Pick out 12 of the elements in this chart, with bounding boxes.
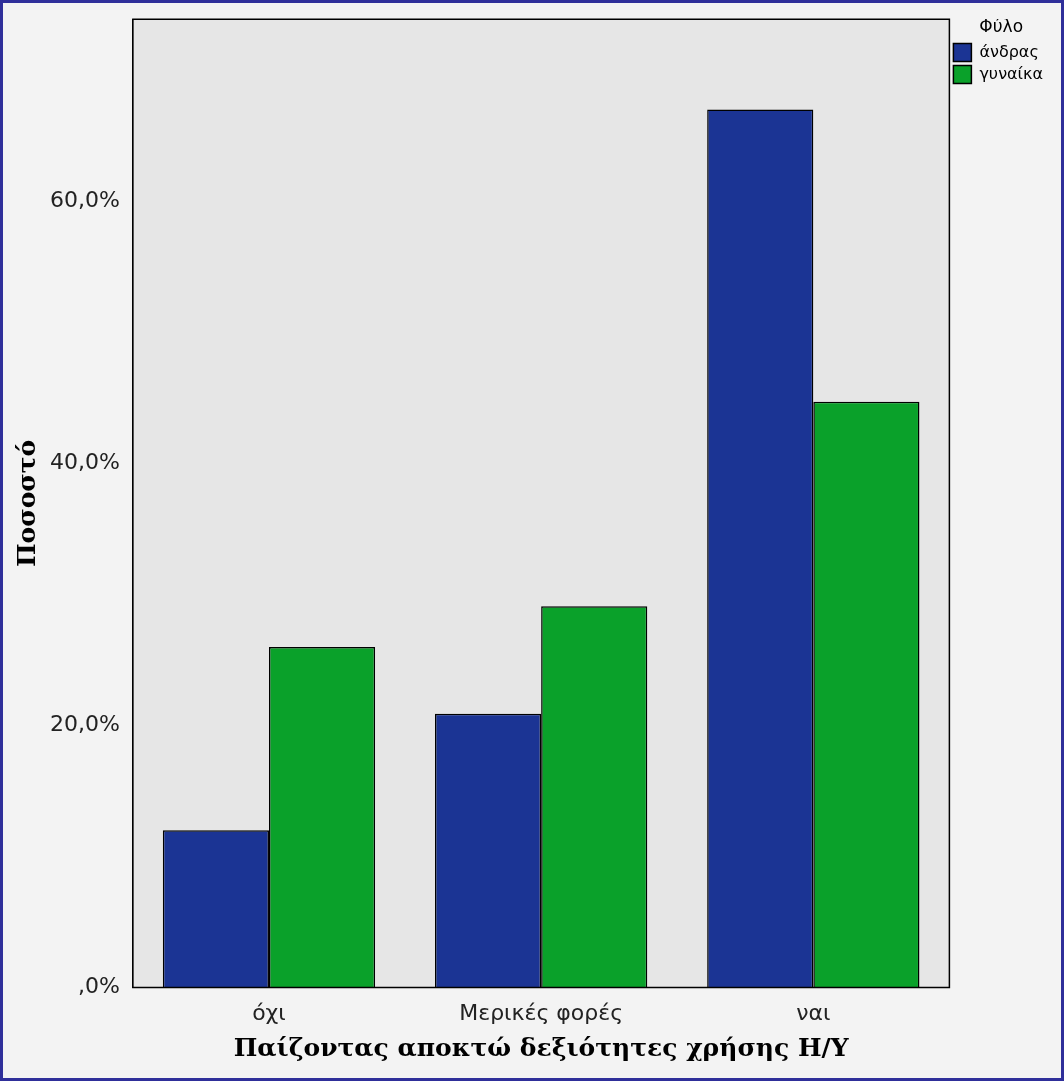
legend-title: Φύλο (979, 15, 1024, 36)
x-axis-title: Παίζοντας αποκτώ δεξιότητες χρήσης Η/Υ (233, 1032, 850, 1062)
y-axis-title: Ποσοστό (11, 439, 41, 568)
legend-label: άνδρας (979, 41, 1039, 61)
legend-label: γυναίκα (979, 63, 1044, 83)
y-tick-label: ,0% (77, 973, 120, 999)
y-tick-label: 60,0% (50, 187, 120, 213)
y-tick-label: 40,0% (50, 449, 120, 475)
x-tick-label: ναι (796, 999, 831, 1025)
x-tick-label: Μερικές φορές (459, 999, 624, 1025)
x-tick-label: όχι (252, 999, 286, 1025)
y-tick-label: 20,0% (50, 711, 120, 737)
